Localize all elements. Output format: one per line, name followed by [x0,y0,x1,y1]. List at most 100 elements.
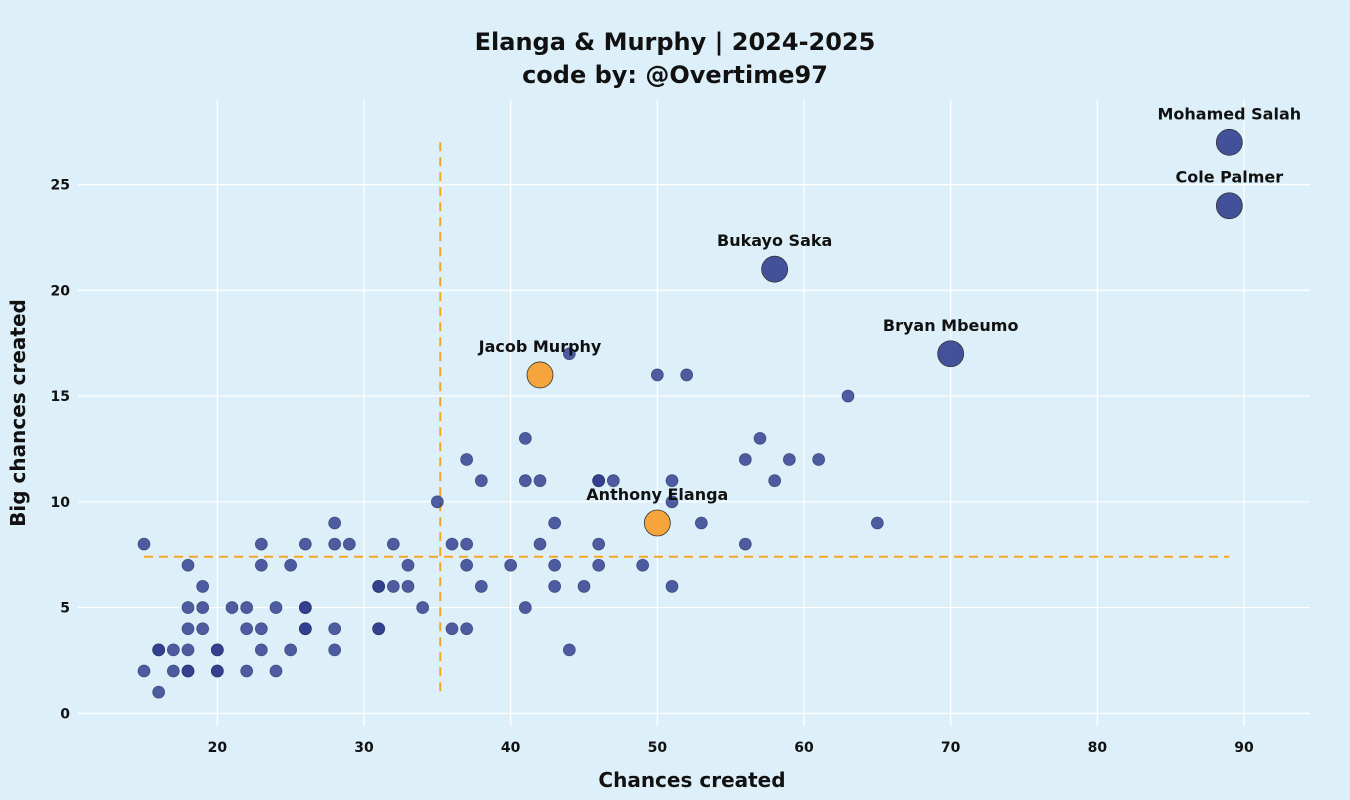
player-point [298,537,312,551]
chart-title: Elanga & Murphy | 2024-2025 [475,28,876,56]
y-tick-label: 25 [51,178,70,194]
player-point [328,516,342,530]
y-tick-label: 10 [51,495,71,511]
player-point [753,431,767,445]
player-point [328,537,342,551]
labeled-player-point [1215,192,1243,220]
player-name-label: Cole Palmer [1176,168,1284,187]
player-point [782,453,796,466]
player-point [210,664,224,678]
labeled-player-point [761,255,789,283]
player-point [181,601,195,614]
reference-lines [144,142,1230,693]
player-point [269,664,283,678]
player-point [738,537,752,551]
player-point [284,643,298,657]
player-point [562,347,576,361]
y-tick-label: 20 [51,283,71,299]
player-point [548,516,562,530]
player-point [386,537,400,551]
player-point [548,580,562,593]
player-point [460,453,474,466]
player-point [181,664,195,678]
player-point [738,453,752,466]
player-point [445,622,459,636]
player-point [812,453,826,466]
player-point [166,643,180,657]
player-point [518,474,532,488]
player-point [181,643,195,657]
player-point [533,474,547,488]
player-point [401,580,415,593]
player-point [460,558,474,572]
x-axis-label: Chances created [598,768,785,792]
player-point [240,622,254,636]
labeled-player-point [1215,128,1243,156]
x-tick-label: 30 [354,740,374,756]
player-point [284,558,298,572]
player-point [562,643,576,657]
player-point [694,516,708,530]
player-point [181,558,195,572]
data-points [137,128,1243,699]
x-tick-label: 80 [1088,740,1108,756]
player-point [430,495,444,509]
player-point [665,580,679,593]
tick-labels: 20 30 40 50 60 70 80 90 0 5 10 15 20 25 [51,178,1254,756]
x-tick-label: 70 [941,740,961,756]
player-point [152,643,166,657]
player-point [196,601,210,614]
player-point [474,474,488,488]
player-point [240,601,254,614]
player-point [254,558,268,572]
player-point [870,516,884,530]
player-point [328,622,342,636]
player-point [372,622,386,636]
y-tick-label: 0 [60,706,70,722]
player-point [518,601,532,614]
highlighted-player-point [643,509,671,537]
player-point [240,664,254,678]
player-name-label: Jacob Murphy [478,337,602,356]
player-point [548,558,562,572]
highlighted-player-point [526,361,554,389]
y-axis-label: Big chances created [6,299,30,527]
player-point [768,474,782,488]
player-point [372,580,386,593]
x-tick-label: 50 [648,740,668,756]
player-point [504,558,518,572]
player-point [328,643,342,657]
player-point [166,664,180,678]
player-point [298,622,312,636]
x-tick-label: 40 [501,740,521,756]
x-tick-label: 90 [1234,740,1254,756]
x-tick-label: 20 [208,740,228,756]
player-point [181,622,195,636]
player-point [606,474,620,488]
player-point [269,601,283,614]
player-name-label: Anthony Elanga [586,485,728,504]
player-point [196,622,210,636]
player-point [592,474,606,488]
player-point [225,601,239,614]
player-point [137,537,151,551]
player-point [665,495,679,509]
player-point [636,558,650,572]
player-point [592,558,606,572]
player-point [416,601,430,614]
labeled-player-point [937,340,965,368]
player-point [137,664,151,678]
player-name-label: Bryan Mbeumo [883,316,1019,335]
player-point [254,622,268,636]
y-tick-label: 5 [60,601,70,617]
player-name-label: Bukayo Saka [717,231,832,250]
grid-lines [78,100,1310,726]
player-labels: Mohamed Salah Cole Palmer Bukayo Saka Bryan… [478,104,1302,504]
player-point [152,685,166,699]
player-point [577,580,591,593]
player-point [474,580,488,593]
player-point [401,558,415,572]
player-point [342,537,356,551]
player-point [650,368,664,382]
